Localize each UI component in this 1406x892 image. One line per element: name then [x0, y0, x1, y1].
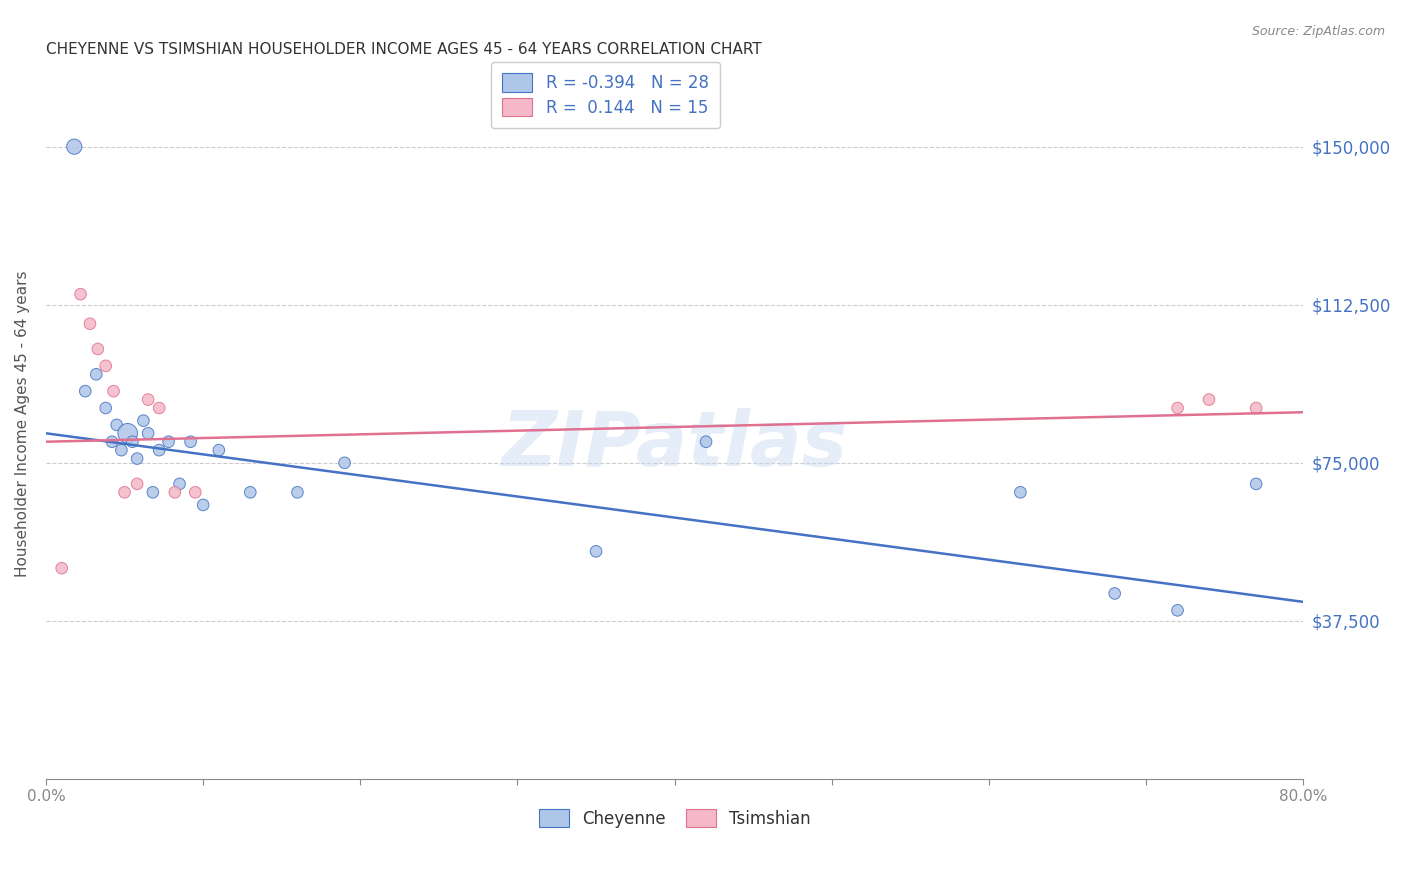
Point [1167, 603, 1189, 617]
Point [585, 544, 607, 558]
Point [208, 443, 231, 458]
Point [94, 359, 117, 373]
Point [333, 456, 356, 470]
Text: CHEYENNE VS TSIMSHIAN HOUSEHOLDER INCOME AGES 45 - 64 YEARS CORRELATION CHART: CHEYENNE VS TSIMSHIAN HOUSEHOLDER INCOME… [46, 42, 762, 57]
Point [117, 426, 139, 441]
Point [163, 485, 186, 500]
Point [136, 426, 159, 441]
Point [1244, 476, 1267, 491]
Point [84, 368, 107, 382]
Point [136, 392, 159, 407]
Point [105, 417, 128, 432]
Point [1198, 392, 1220, 407]
Text: ZIPatlas: ZIPatlas [502, 408, 848, 482]
Point [127, 451, 149, 466]
Point [695, 434, 717, 449]
Point [121, 434, 143, 449]
Point [180, 434, 202, 449]
Point [184, 485, 207, 500]
Point [169, 476, 191, 491]
Point [1104, 586, 1126, 600]
Point [148, 401, 170, 415]
Point [75, 384, 97, 399]
Text: Source: ZipAtlas.com: Source: ZipAtlas.com [1251, 25, 1385, 38]
Point [114, 485, 136, 500]
Point [51, 561, 73, 575]
Point [103, 384, 125, 399]
Point [79, 317, 101, 331]
Point [94, 401, 117, 415]
Point [127, 476, 149, 491]
Point [142, 485, 165, 500]
Point [157, 434, 180, 449]
Point [101, 434, 124, 449]
Point [69, 287, 91, 301]
Point [191, 498, 214, 512]
Point [132, 414, 155, 428]
Point [87, 342, 110, 356]
Point [1244, 401, 1267, 415]
Point [110, 443, 132, 458]
Point [239, 485, 262, 500]
Legend: Cheyenne, Tsimshian: Cheyenne, Tsimshian [531, 803, 817, 835]
Point [148, 443, 170, 458]
Point [1010, 485, 1032, 500]
Point [63, 139, 86, 153]
Point [287, 485, 309, 500]
Point [1167, 401, 1189, 415]
Y-axis label: Householder Income Ages 45 - 64 years: Householder Income Ages 45 - 64 years [15, 270, 30, 576]
